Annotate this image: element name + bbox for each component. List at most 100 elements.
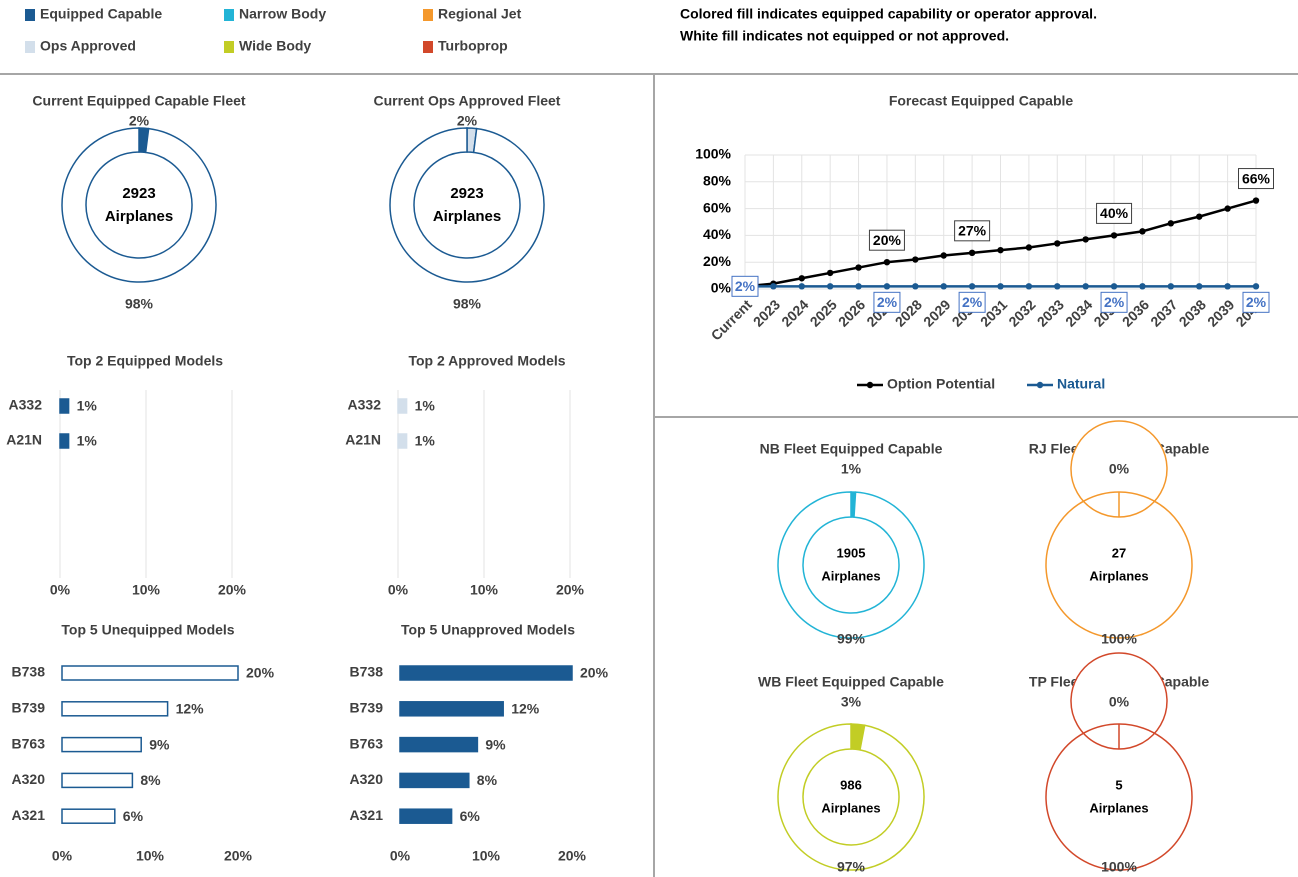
x-tick-label: 2025 bbox=[807, 296, 840, 329]
line-marker bbox=[1167, 220, 1175, 227]
bar-label: 6% bbox=[460, 808, 481, 824]
y-tick-label: B738 bbox=[12, 664, 46, 680]
line-marker bbox=[1196, 283, 1203, 290]
donut-slice bbox=[61, 127, 217, 283]
data-label-box bbox=[1238, 168, 1274, 190]
line-marker bbox=[1025, 244, 1033, 251]
chart-title: NB Fleet Equipped Capable bbox=[760, 441, 943, 457]
y-tick-label: B763 bbox=[350, 735, 384, 751]
center-label: Airplanes bbox=[821, 568, 880, 583]
line-marker bbox=[968, 283, 976, 290]
legend-swatch bbox=[224, 41, 234, 53]
center-label: Airplanes bbox=[1089, 800, 1148, 815]
bar-label: 8% bbox=[140, 772, 161, 788]
center-label: Airplanes bbox=[105, 208, 173, 225]
legend-label: Natural bbox=[1057, 376, 1105, 392]
slice-label: 2% bbox=[457, 113, 478, 129]
data-label: 2% bbox=[735, 278, 756, 294]
data-label-box bbox=[873, 291, 901, 313]
center-total: 1905 bbox=[837, 545, 866, 560]
line-marker bbox=[1139, 228, 1146, 235]
slice-label: 100% bbox=[1101, 631, 1137, 647]
x-tick-label: 0% bbox=[52, 848, 73, 864]
bar-label: 9% bbox=[149, 736, 170, 752]
bar bbox=[399, 701, 504, 717]
legend-swatch bbox=[224, 9, 234, 21]
donut-slice bbox=[777, 491, 925, 639]
bar bbox=[59, 433, 70, 449]
center-total: 2923 bbox=[122, 185, 155, 202]
bar bbox=[399, 808, 453, 824]
line-marker bbox=[798, 275, 805, 282]
legend-label: Regional Jet bbox=[438, 6, 522, 22]
x-tick-label: 2034 bbox=[1062, 296, 1095, 329]
bar bbox=[61, 736, 142, 753]
chart-title: Current Ops Approved Fleet bbox=[374, 93, 561, 109]
line-marker bbox=[1224, 283, 1231, 290]
bar-label: 20% bbox=[580, 665, 609, 681]
y-tick-label: A321 bbox=[12, 807, 46, 823]
legend-marker bbox=[866, 381, 874, 389]
slice-label: 3% bbox=[841, 694, 862, 710]
bar bbox=[399, 665, 573, 681]
x-tick-label: 10% bbox=[470, 582, 499, 598]
y-tick-label: A321 bbox=[350, 807, 384, 823]
donut-slice bbox=[389, 127, 545, 283]
bar bbox=[61, 808, 116, 824]
y-tick-label: A21N bbox=[6, 432, 42, 448]
line-marker bbox=[940, 252, 947, 259]
bar-label: 12% bbox=[511, 701, 540, 717]
y-tick-label: B739 bbox=[12, 700, 46, 716]
bar bbox=[61, 701, 169, 717]
y-tick-label: B763 bbox=[12, 735, 46, 751]
bar bbox=[397, 398, 408, 414]
x-tick-label: 20% bbox=[556, 582, 585, 598]
line-marker bbox=[1252, 283, 1260, 290]
chart-title: Top 5 Unapproved Models bbox=[401, 622, 575, 638]
y-tick-label: 0% bbox=[711, 280, 732, 296]
center-label: Airplanes bbox=[1089, 568, 1148, 583]
data-label-box bbox=[954, 220, 991, 242]
legend-label: Turboprop bbox=[438, 38, 508, 54]
line-marker bbox=[1110, 232, 1118, 239]
slice-label: 2% bbox=[129, 113, 150, 129]
bar bbox=[399, 772, 470, 789]
line-marker bbox=[997, 246, 1004, 254]
chart-title: Current Equipped Capable Fleet bbox=[32, 93, 245, 109]
x-tick-label: 0% bbox=[50, 582, 71, 598]
line-marker bbox=[1054, 283, 1061, 290]
donut-slice bbox=[777, 723, 925, 871]
data-label: 2% bbox=[877, 294, 898, 310]
y-tick-label: A332 bbox=[348, 397, 382, 413]
legend-swatch bbox=[423, 41, 433, 53]
data-label-box bbox=[1096, 202, 1133, 224]
bar-label: 1% bbox=[415, 398, 436, 414]
y-tick-label: A332 bbox=[9, 397, 43, 413]
slice-label: 1% bbox=[841, 461, 862, 477]
legend-label: Equipped Capable bbox=[40, 6, 162, 22]
y-tick-label: B738 bbox=[350, 664, 384, 680]
legend-label: Wide Body bbox=[239, 38, 311, 54]
x-tick-label: 20% bbox=[224, 848, 253, 864]
y-tick-label: 60% bbox=[703, 199, 732, 215]
bar bbox=[397, 433, 408, 449]
data-label: 2% bbox=[962, 294, 983, 310]
y-tick-label: A21N bbox=[345, 432, 381, 448]
line-marker bbox=[1110, 283, 1118, 290]
center-label: Airplanes bbox=[433, 208, 501, 225]
line-marker bbox=[1025, 283, 1033, 290]
line-marker bbox=[883, 259, 891, 266]
line-marker bbox=[1224, 205, 1231, 212]
line-marker bbox=[997, 283, 1004, 290]
line-marker bbox=[770, 283, 777, 290]
x-tick-label: 2029 bbox=[920, 296, 953, 329]
line-marker bbox=[883, 283, 891, 290]
chart-title: Top 2 Equipped Models bbox=[67, 353, 223, 369]
center-total: 986 bbox=[840, 777, 862, 792]
line-marker bbox=[1252, 197, 1260, 204]
x-tick-label: 20% bbox=[558, 848, 587, 864]
slice-label: 99% bbox=[837, 631, 866, 647]
bar bbox=[61, 665, 239, 681]
bar-label: 20% bbox=[246, 665, 275, 681]
